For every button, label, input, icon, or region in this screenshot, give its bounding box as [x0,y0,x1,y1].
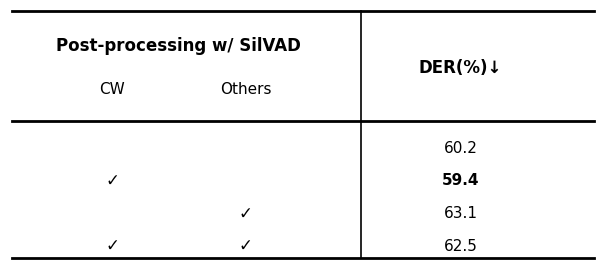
Text: CW: CW [99,82,125,97]
Text: 60.2: 60.2 [444,141,478,156]
Text: ✓: ✓ [239,205,252,222]
Text: 63.1: 63.1 [444,206,478,221]
Text: Others: Others [220,82,271,97]
Text: DER(%)↓: DER(%)↓ [419,59,502,77]
Text: ✓: ✓ [105,172,119,190]
Text: ✓: ✓ [105,237,119,255]
Text: 62.5: 62.5 [444,239,478,254]
Text: Post-processing w/ SilVAD: Post-processing w/ SilVAD [56,37,301,55]
Text: ✓: ✓ [239,237,252,255]
Text: 59.4: 59.4 [442,173,479,188]
